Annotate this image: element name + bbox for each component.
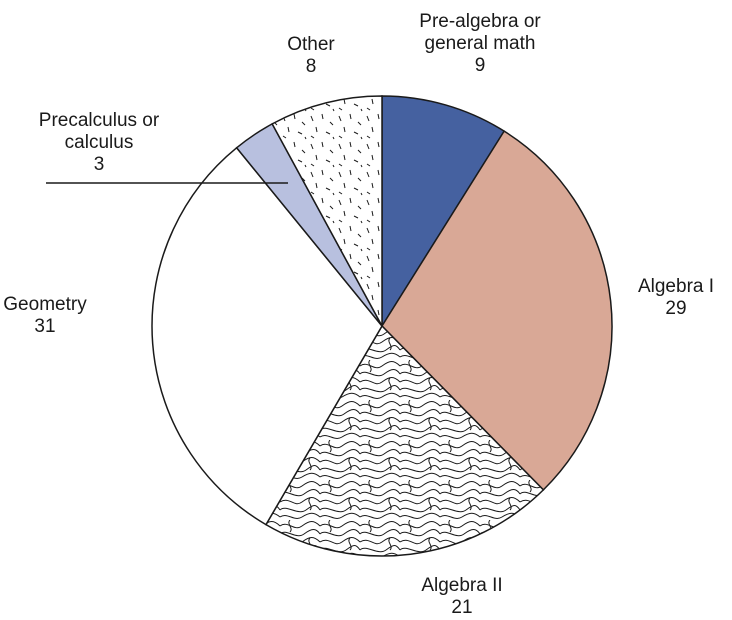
- slice-geometry: [151, 146, 383, 526]
- category-label-geometry: Geometry: [3, 294, 87, 315]
- category-label-other: Other: [287, 34, 335, 55]
- label-other: Other 8: [287, 34, 335, 77]
- value-label-algebra-ii: 21: [451, 597, 472, 618]
- slice-pre-algebra-or-general-math: [381, 95, 506, 329]
- category-label-algebra-ii: Algebra II: [421, 575, 502, 596]
- value-label-algebra-i: 29: [665, 298, 686, 319]
- value-label-pre-algebra-or-general-math: 9: [475, 55, 486, 76]
- slice-algebra-i: [381, 130, 613, 491]
- label-algebra-i: Algebra I 29: [638, 276, 714, 319]
- value-label-other: 8: [306, 56, 317, 77]
- slice-algebra-ii: [264, 324, 545, 557]
- label-geometry: Geometry 31: [3, 294, 87, 337]
- category-label-algebra-i: Algebra I: [638, 276, 714, 297]
- label-pre-algebra-or-general-math: Pre-algebra or general math 9: [419, 11, 541, 76]
- category-label-precalculus-or-calculus: Precalculus or: [39, 110, 160, 131]
- value-label-geometry: 31: [34, 316, 55, 337]
- label-precalculus-or-calculus: Precalculus or calculus 3: [39, 110, 160, 175]
- category-label-precalculus-or-calculus: calculus: [65, 132, 134, 153]
- category-label-pre-algebra-or-general-math: general math: [425, 33, 536, 54]
- label-algebra-ii: Algebra II 21: [421, 575, 502, 618]
- category-label-pre-algebra-or-general-math: Pre-algebra or: [419, 11, 541, 32]
- slice-other: [271, 95, 383, 327]
- value-label-precalculus-or-calculus: 3: [94, 154, 105, 175]
